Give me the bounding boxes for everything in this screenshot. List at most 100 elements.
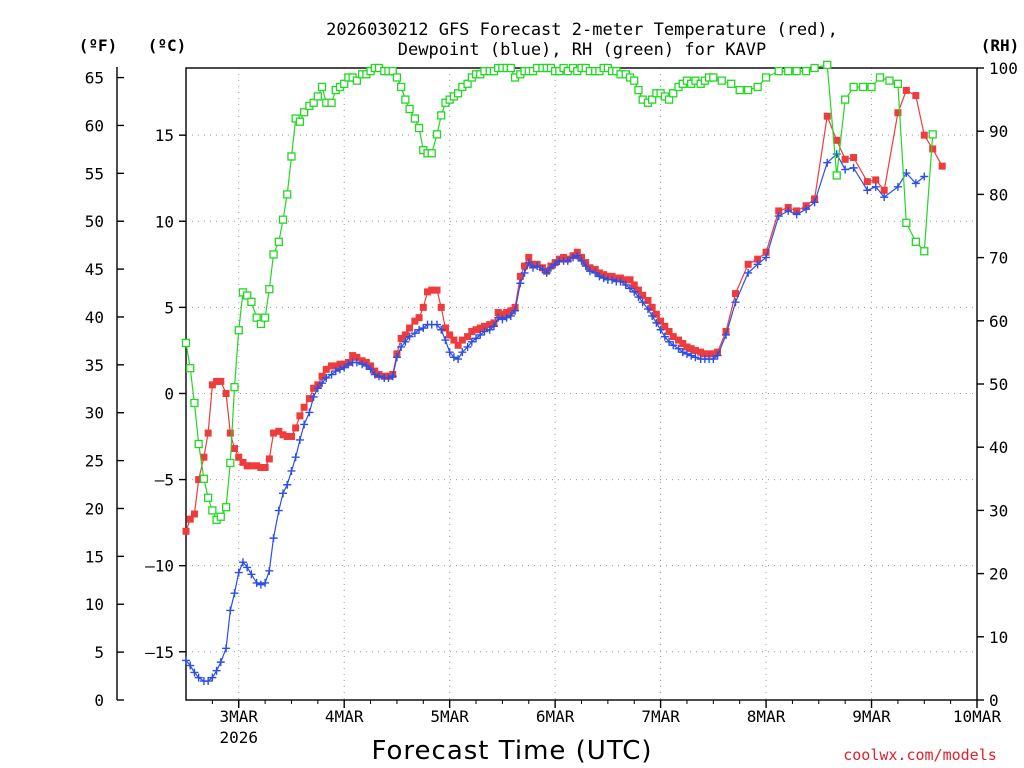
- rh-point: [309, 98, 318, 107]
- x-tick-label: 3MAR: [219, 707, 258, 726]
- temperature-point: [498, 310, 506, 318]
- temperature-point: [709, 350, 717, 358]
- temperature-point: [270, 429, 278, 437]
- dewpoint-point: [476, 330, 485, 339]
- temperature-point: [200, 453, 208, 461]
- dewpoint-point: [458, 348, 467, 357]
- temperature-point: [419, 303, 427, 311]
- rh-point: [841, 95, 850, 104]
- dewpoint-point: [331, 367, 340, 376]
- celsius-unit-label: (ºC): [148, 36, 187, 55]
- dewpoint-point: [551, 260, 560, 269]
- temperature-point: [661, 322, 669, 330]
- temperature-point: [639, 291, 647, 299]
- temperature-point: [657, 317, 665, 325]
- dewpoint-point: [863, 186, 872, 195]
- rh-point: [194, 439, 203, 449]
- rh-point: [810, 63, 819, 73]
- dewpoint-point: [318, 379, 327, 388]
- temperature-point: [669, 333, 677, 341]
- rh-tick-label: 10: [989, 628, 1008, 647]
- rh-point: [269, 250, 278, 259]
- dewpoint-point: [243, 563, 252, 572]
- rh-tick-label: 60: [989, 312, 1008, 331]
- dewpoint-point: [630, 287, 639, 296]
- dewpoint-point: [204, 677, 213, 686]
- dewpoint-point: [445, 348, 454, 357]
- dewpoint-point: [621, 280, 630, 289]
- dewpoint-point: [463, 342, 472, 351]
- rh-point: [410, 114, 420, 123]
- dewpoint-point: [762, 253, 771, 262]
- dewpoint-point: [366, 365, 375, 374]
- dewpoint-point: [222, 644, 231, 653]
- temperature-point: [880, 186, 888, 194]
- rh-point: [432, 130, 442, 139]
- dewpoint-point: [506, 311, 515, 320]
- chart-title: 2026030212 GFS Forecast 2-meter Temperat…: [326, 20, 838, 40]
- dewpoint-point: [687, 351, 696, 360]
- rh-point: [920, 247, 929, 256]
- temperature-point: [397, 334, 405, 342]
- celsius-tick-label: –10: [145, 557, 174, 576]
- rh-point: [453, 89, 463, 98]
- dewpoint-point: [247, 570, 256, 579]
- temperature-point: [450, 336, 458, 344]
- rh-point: [630, 76, 639, 85]
- temperature-point: [687, 345, 695, 353]
- temperature-point: [626, 276, 634, 284]
- fahrenheit-tick-label: 15: [85, 547, 104, 566]
- rh-point: [743, 85, 753, 95]
- plot-frame: [185, 67, 978, 701]
- dewpoint-point: [216, 658, 225, 667]
- temperature-point: [644, 296, 652, 304]
- dewpoint-point: [485, 325, 494, 334]
- dewpoint-point: [375, 372, 384, 381]
- temperature-point: [938, 162, 946, 170]
- celsius-tick-label: 0: [164, 384, 174, 403]
- rh-point: [295, 117, 305, 126]
- fahrenheit-tick-label: 25: [85, 452, 104, 471]
- dewpoint-point: [802, 205, 811, 214]
- dewpoint-point: [405, 332, 414, 341]
- rh-point: [274, 237, 283, 246]
- temperature-point: [683, 343, 691, 351]
- dewpoint-point: [911, 179, 920, 188]
- celsius-tick-label: –15: [145, 643, 174, 662]
- rh-point: [203, 493, 213, 502]
- dewpoint-point: [880, 193, 889, 202]
- temperature-point: [516, 272, 524, 280]
- dewpoint-point: [392, 353, 401, 362]
- dewpoint-point: [792, 210, 801, 219]
- rh-tick-label: 50: [989, 375, 1008, 394]
- rh-point: [265, 285, 274, 294]
- temperature-point: [279, 431, 287, 439]
- dewpoint-point: [186, 661, 195, 670]
- rh-tick-label: 90: [989, 122, 1008, 141]
- temperature-point: [441, 324, 449, 332]
- rh-tick-label: 20: [989, 565, 1008, 584]
- rh-point: [216, 512, 225, 521]
- rh-point: [801, 67, 811, 76]
- dewpoint-point: [511, 306, 520, 315]
- dewpoint-point: [871, 182, 880, 191]
- temperature-point: [691, 346, 699, 354]
- dewpoint-point: [585, 267, 594, 276]
- rh-point: [735, 85, 744, 95]
- dewpoint-point: [608, 275, 617, 284]
- dewpoint-point: [893, 182, 902, 191]
- temperature-point: [275, 427, 283, 435]
- dewpoint-point: [498, 315, 507, 324]
- dewpoint-point: [823, 158, 832, 167]
- temperature-point: [186, 515, 194, 523]
- dewpoint-point: [538, 265, 547, 274]
- x-tick-label: 6MAR: [536, 707, 575, 726]
- temperature-point: [243, 462, 251, 470]
- dewpoint-point: [665, 337, 674, 346]
- rh-point: [664, 95, 674, 104]
- temperature-point: [265, 455, 273, 463]
- temperature-point: [247, 462, 255, 470]
- rh-point: [190, 398, 199, 408]
- dewpoint-point: [643, 305, 652, 314]
- temperature-point: [697, 348, 705, 356]
